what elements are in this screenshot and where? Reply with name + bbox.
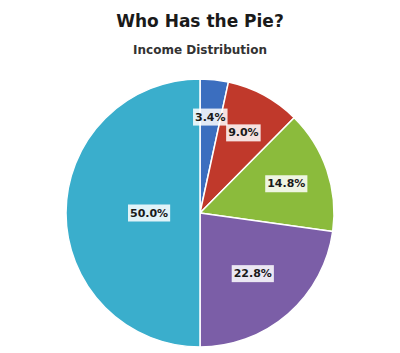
data-label-group: 22.8% — [232, 265, 274, 282]
data-label: 3.4% — [195, 111, 226, 124]
data-label-background — [193, 109, 228, 126]
slices — [66, 79, 334, 347]
data-label: 22.8% — [234, 267, 272, 280]
data-label: 50.0% — [130, 207, 168, 220]
data-label-group: 9.0% — [226, 124, 261, 141]
data-label-background — [226, 124, 261, 141]
data-labels: 3.4%9.0% 14.8% 22.8% 50.0% — [128, 109, 307, 283]
data-label-background — [232, 265, 274, 282]
subtitle: Income Distribution — [133, 43, 267, 57]
chart: Who Has the Pie? Income Distribution 3.4%9… — [0, 0, 400, 353]
data-label-group: 50.0% — [128, 205, 170, 222]
pie-slice — [200, 213, 333, 347]
title: Who Has the Pie? — [116, 11, 284, 31]
data-label-background — [265, 175, 307, 192]
pie-slice — [66, 79, 200, 347]
data-label: 9.0% — [228, 126, 259, 139]
data-label-background — [128, 205, 170, 222]
pie-slice — [200, 118, 334, 232]
data-label-group: 3.4% — [193, 109, 228, 126]
data-label-group: 14.8% — [265, 175, 307, 192]
data-label: 14.8% — [267, 177, 305, 190]
